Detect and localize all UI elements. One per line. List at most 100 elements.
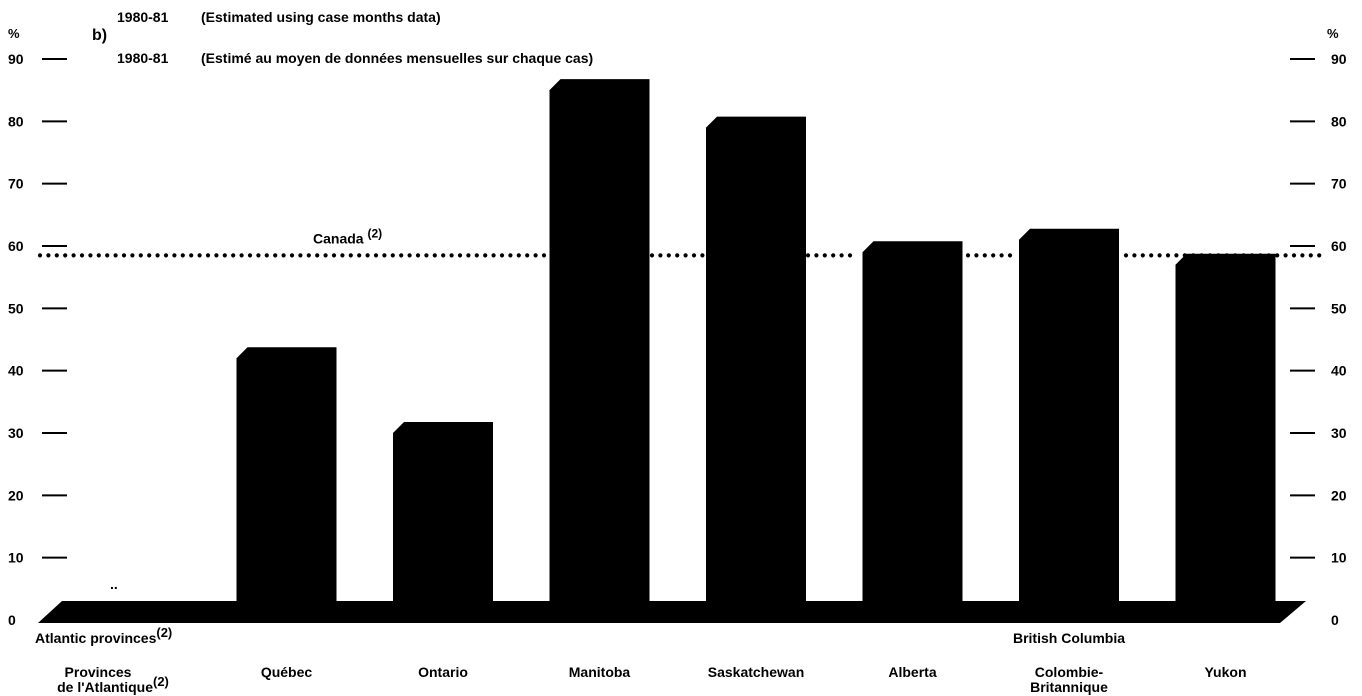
category-label-fr: Alberta	[888, 664, 936, 680]
reference-line-dot	[1174, 253, 1179, 258]
reference-line-dot	[172, 253, 177, 258]
reference-line-dot	[457, 253, 463, 258]
reference-line-dot	[273, 253, 278, 258]
reference-line-dot	[483, 253, 488, 258]
reference-line-dot	[79, 253, 85, 258]
subtitle-2-text: (Estimé au moyen de données mensuelles s…	[201, 50, 593, 66]
reference-line-dot	[357, 253, 362, 258]
reference-line-dot	[1132, 253, 1137, 258]
reference-line-dot	[839, 253, 844, 258]
reference-line-dot	[239, 253, 244, 258]
reference-line-dot	[974, 253, 979, 258]
reference-line-dot	[348, 253, 353, 258]
reference-line-dot	[1291, 253, 1297, 258]
category-label-fr-2: de l'Atlantique(2)	[57, 674, 169, 695]
reference-line-dot	[88, 253, 93, 258]
reference-line-dot	[46, 253, 51, 258]
reference-line-dot	[147, 253, 152, 258]
reference-line-dot	[1283, 253, 1288, 258]
reference-line-dot	[247, 253, 253, 258]
category-label-fr: Yukon	[1204, 664, 1246, 680]
reference-line-dot	[180, 253, 185, 258]
reference-line-dot	[289, 253, 295, 258]
category-label-fr: Colombie-	[1035, 664, 1104, 680]
reference-line-dot	[1233, 253, 1238, 258]
reference-line-dot	[691, 253, 697, 258]
reference-line-label-sup: (2)	[367, 226, 382, 240]
reference-line-dot	[1182, 253, 1187, 258]
y-tick-label-right: 40	[1331, 363, 1347, 379]
reference-line-dot	[399, 253, 404, 258]
reference-line-dot	[1216, 253, 1221, 258]
reference-line-dot	[256, 253, 261, 258]
reference-line-dot	[214, 253, 219, 258]
reference-line-dot	[96, 253, 101, 258]
reference-line-dot	[822, 253, 827, 258]
category-label-en: British Columbia	[1013, 630, 1125, 646]
reference-line-dot	[541, 253, 547, 258]
reference-line-dot	[847, 253, 853, 258]
category-label-en: Atlantic provinces(2)	[35, 625, 172, 646]
subtitle-2-year: 1980-81	[117, 50, 169, 66]
chart-floor	[38, 601, 1306, 623]
reference-line-dot	[1224, 253, 1229, 258]
bars: ..	[110, 79, 1276, 602]
bar	[706, 116, 806, 602]
reference-line-dot	[432, 253, 437, 258]
reference-line-dot	[1007, 253, 1013, 258]
y-tick-label-left: 40	[8, 363, 24, 379]
y-tick-label-left: 20	[8, 487, 24, 503]
y-tick-label-right: 70	[1331, 176, 1347, 192]
reference-line-dot	[264, 253, 269, 258]
reference-line-dot	[666, 253, 671, 258]
reference-line-dot	[121, 253, 127, 258]
y-tick-label-right: 60	[1331, 238, 1347, 254]
reference-line-dot	[105, 253, 110, 258]
reference-line-dot	[814, 253, 819, 258]
reference-line-dot	[1191, 253, 1196, 258]
reference-line-dot	[189, 253, 194, 258]
reference-line-dot	[1300, 253, 1305, 258]
reference-line-dot	[466, 253, 471, 258]
y-tick-label-right: 90	[1331, 51, 1347, 67]
reference-line-dot	[991, 253, 996, 258]
reference-line-dot	[1165, 253, 1171, 258]
category-label-fr: Manitoba	[569, 664, 631, 680]
reference-line-dot	[71, 253, 76, 258]
reference-line-dot	[315, 253, 320, 258]
reference-line-dot	[54, 253, 59, 258]
subtitle-1-year: 1980-81	[117, 9, 169, 25]
reference-line-dot	[965, 253, 971, 258]
reference-line-dot	[1123, 253, 1129, 258]
y-tick-label-right: 80	[1331, 113, 1347, 129]
reference-line-dot	[323, 253, 328, 258]
reference-line-dot	[441, 253, 446, 258]
y-unit-left: %	[8, 26, 20, 41]
reference-line-dot	[222, 253, 227, 258]
y-tick-label-left: 0	[8, 612, 16, 628]
reference-line-dot	[1249, 253, 1255, 258]
y-tick-label-right: 20	[1331, 487, 1347, 503]
category-label-fr: Saskatchewan	[708, 664, 805, 680]
reference-line-dot	[205, 253, 211, 258]
reference-line-dot	[499, 253, 505, 258]
reference-line-dot	[1157, 253, 1162, 258]
reference-line-dot	[508, 253, 513, 258]
category-label-fr-2: Britannique	[1030, 679, 1108, 695]
reference-line-dot	[805, 253, 811, 258]
reference-line-dot	[1258, 253, 1263, 258]
reference-line-dot	[683, 253, 688, 258]
y-tick-label-right: 50	[1331, 300, 1347, 316]
y-tick-label-left: 70	[8, 176, 24, 192]
reference-line-dot	[1199, 253, 1204, 258]
reference-line-dot	[982, 253, 987, 258]
reference-line-dot	[63, 253, 68, 258]
reference-line-dot	[1266, 253, 1271, 258]
reference-line-dot	[138, 253, 143, 258]
reference-line-dot	[130, 253, 135, 258]
reference-line-dot	[999, 253, 1004, 258]
reference-line-dot	[340, 253, 345, 258]
subtitle-1-text: (Estimated using case months data)	[201, 9, 441, 25]
y-tick-label-left: 90	[8, 51, 24, 67]
